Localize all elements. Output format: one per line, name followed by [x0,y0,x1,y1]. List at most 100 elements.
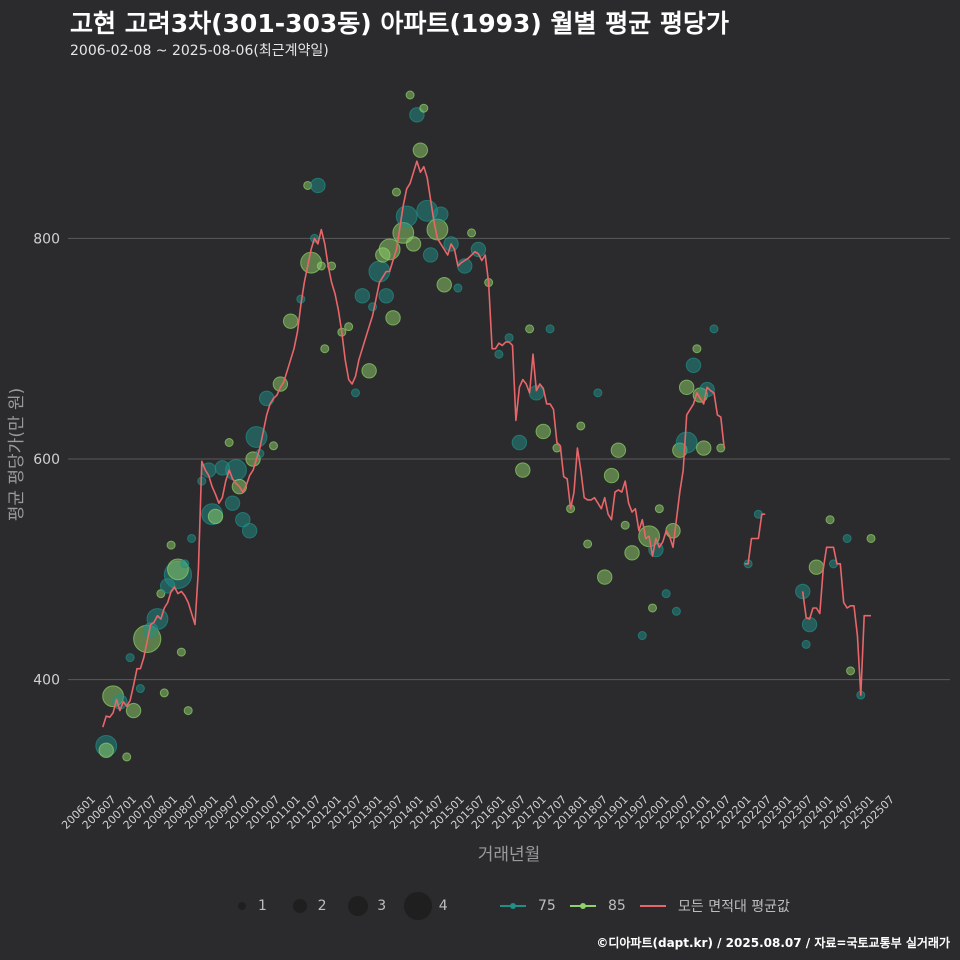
data-point [433,206,449,222]
data-point [405,90,415,100]
data-point [259,390,275,407]
data-point [412,142,429,158]
legend-size-label: 1 [258,898,267,914]
data-point [207,508,224,525]
legend-series-key [570,900,596,912]
legend-size-item: 1 [238,890,267,922]
y-tick-label: 800 [33,231,60,247]
data-point [159,688,169,698]
data-point [692,344,702,354]
data-point [187,533,197,543]
data-point [422,247,439,263]
data-point [511,434,528,451]
data-point [610,442,627,458]
data-point [166,540,176,550]
data-point [665,523,681,539]
data-point [183,706,193,716]
data-point [515,462,531,478]
legend-series-item: 모든 면적대 평균값 [640,890,790,922]
data-point [648,603,658,613]
data-point [98,742,114,758]
data-point [354,288,371,304]
x-axis-title: 거래년월 [478,845,541,865]
data-point [825,515,835,525]
legend-size-label: 3 [377,898,387,914]
y-axis-title: 평균 평당가(만 원) [7,388,27,522]
data-point [696,440,712,456]
legend-series-label: 모든 면적대 평균값 [678,899,790,915]
data-point [453,283,463,293]
data-point [467,228,477,238]
data-point [671,606,681,616]
legend-series-item: 85 [570,890,626,922]
data-point [866,533,876,543]
data-point [436,277,452,293]
data-point [419,103,429,113]
data-point [637,631,647,641]
data-point [624,545,640,561]
data-point [344,322,354,332]
data-point [685,357,702,373]
data-point [316,261,326,271]
data-point [122,752,132,762]
legend-size-label: 2 [317,898,327,914]
data-point [620,520,630,530]
data-point [545,324,555,334]
data-point [675,431,698,454]
data-point [525,324,535,334]
data-point [494,349,504,359]
data-point [395,205,418,228]
data-point [405,236,422,252]
data-point [603,467,620,484]
data-point [320,344,330,354]
legend-size-dot [238,902,246,910]
legend-series-key [500,900,526,912]
legend-size-dot [292,898,308,914]
data-point [350,388,360,398]
data-point [269,441,279,451]
data-point [576,421,586,431]
data-point [661,589,671,599]
data-point [842,533,852,543]
data-point [385,310,401,326]
average-line [102,160,725,728]
data-point [846,666,856,676]
average-line [744,513,766,565]
legend-size-item: 3 [347,890,387,922]
data-point [361,363,377,379]
data-point [224,438,234,447]
data-point [470,241,487,258]
legend-series-label: 75 [538,898,556,914]
data-point [654,504,664,514]
legend: 1 2 3 4 75 85 모든 면적대 평균값 [0,890,960,922]
data-point [583,539,593,549]
legend-series-label: 85 [608,898,626,914]
y-tick-label: 600 [33,452,60,468]
data-point [716,443,726,453]
data-point [180,559,190,569]
legend-series-key [640,900,666,912]
average-line [801,546,871,696]
y-tick-label: 400 [33,673,60,689]
legend-size-item: 2 [292,890,327,922]
data-point [709,324,719,334]
legend-size-item: 4 [404,890,448,922]
data-point [504,333,514,343]
data-point [593,388,603,398]
data-point [378,288,394,304]
data-point [310,177,326,194]
data-point [176,647,186,657]
source-credit: ©디아파트(dapt.kr) / 2025.08.07 / 자료=국토교통부 실… [596,936,950,950]
legend-series-item: 75 [500,890,556,922]
chart-subtitle: 2006-02-08 ~ 2025-08-06(최근계약일) [70,43,329,59]
data-point [241,523,258,539]
legend-size-dot [347,895,369,917]
data-point [135,684,145,694]
data-point [224,495,241,511]
data-point [125,702,142,719]
legend-size-dot [404,892,432,920]
data-point [391,187,401,197]
data-point [597,569,613,585]
data-point [235,512,251,528]
